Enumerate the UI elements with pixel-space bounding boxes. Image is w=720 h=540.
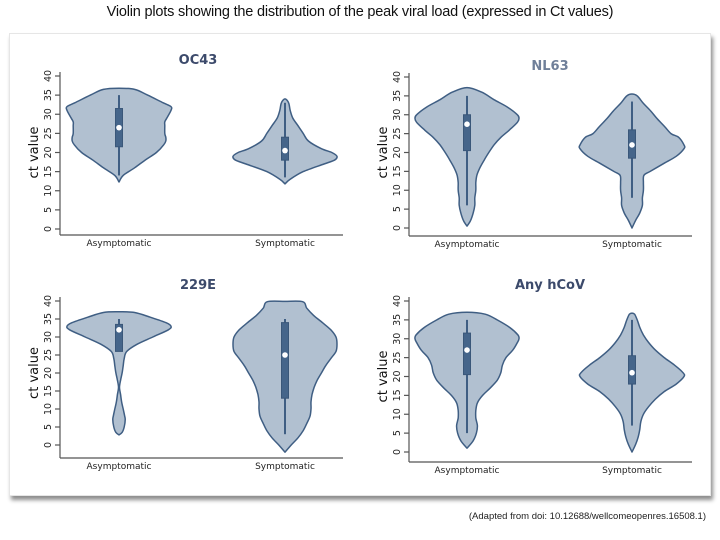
y-tick-label: 30 <box>392 333 403 345</box>
y-tick-label: 40 <box>43 295 54 307</box>
y-tick-label: 40 <box>392 295 403 307</box>
y-tick-label: 15 <box>392 165 403 177</box>
y-tick-label: 30 <box>43 108 54 120</box>
y-tick-label: 0 <box>43 442 54 448</box>
x-category-label: Symptomatic <box>602 466 662 476</box>
y-tick-label: 20 <box>392 146 403 158</box>
y-tick-label: 30 <box>43 331 54 343</box>
y-tick-label: 25 <box>392 352 403 364</box>
y-tick-label: 30 <box>392 109 403 121</box>
median-marker <box>464 347 470 353</box>
chart-panel-any-hcov: Any hCoV 0 5 10 15 20 25 30 35 40 ct value Asymptom… <box>376 278 692 476</box>
iqr-box <box>115 323 123 352</box>
median-marker <box>464 121 470 127</box>
x-category-label: Symptomatic <box>255 239 315 249</box>
y-tick-label: 40 <box>392 71 403 83</box>
y-tick-label: 0 <box>392 449 403 455</box>
median-marker <box>282 147 288 154</box>
y-tick-label: 35 <box>43 313 54 325</box>
y-tick-label: 5 <box>43 207 54 213</box>
citation: (Adapted from doi: 10.12688/wellcomeopen… <box>468 511 706 522</box>
iqr-box <box>281 322 289 399</box>
chart-title: OC43 <box>179 53 218 68</box>
median-marker <box>282 352 288 358</box>
y-tick-label: 5 <box>392 430 403 436</box>
y-tick-label: 10 <box>43 185 54 197</box>
y-tick-label: 35 <box>43 89 54 101</box>
x-category-label: Asymptomatic <box>87 239 152 249</box>
y-axis-label: ct value <box>27 347 42 399</box>
iqr-box <box>463 114 471 152</box>
median-marker <box>116 327 122 333</box>
y-tick-label: 20 <box>43 367 54 379</box>
y-tick-label: 25 <box>392 128 403 140</box>
page-title: Violin plots showing the distribution of… <box>106 4 614 20</box>
chart-title: 229E <box>180 278 216 293</box>
y-tick-label: 35 <box>392 90 403 102</box>
median-marker <box>629 369 635 376</box>
y-tick-label: 20 <box>392 370 403 382</box>
x-category-label: Symptomatic <box>602 240 662 250</box>
y-tick-label: 5 <box>43 424 54 430</box>
x-category-label: Asymptomatic <box>435 466 500 476</box>
iqr-box <box>628 355 636 385</box>
y-tick-label: 15 <box>43 385 54 397</box>
chart-title: Any hCoV <box>515 278 585 293</box>
y-tick-label: 15 <box>392 389 403 401</box>
y-tick-label: 25 <box>43 127 54 139</box>
y-tick-label: 25 <box>43 349 54 361</box>
chart-panel-229e: 229E 0 5 10 15 20 25 30 35 40 ct value Asymptomatic… <box>27 278 343 472</box>
y-tick-label: 40 <box>43 70 54 82</box>
y-tick-label: 5 <box>392 206 403 212</box>
x-category-label: Symptomatic <box>255 462 315 472</box>
chart-panel-oc43: OC43 0 5 10 15 20 25 30 35 40 ct value Asymptomatic… <box>27 53 343 249</box>
y-tick-label: 0 <box>43 226 54 232</box>
y-tick-label: 10 <box>392 408 403 420</box>
y-tick-label: 20 <box>43 146 54 158</box>
y-axis-label: ct value <box>27 127 42 179</box>
x-category-label: Asymptomatic <box>87 462 152 472</box>
y-tick-label: 35 <box>392 314 403 326</box>
violin-asymptomatic <box>66 311 172 436</box>
y-tick-label: 10 <box>392 184 403 196</box>
y-tick-label: 10 <box>43 403 54 415</box>
x-category-label: Asymptomatic <box>435 240 500 250</box>
chart-panel-nl63: NL63 0 5 10 15 20 25 30 35 40 ct value Asymptomatic… <box>376 59 692 250</box>
y-axis-label: ct value <box>376 351 391 403</box>
y-tick-label: 0 <box>392 225 403 231</box>
median-marker <box>629 142 635 148</box>
y-axis-label: ct value <box>376 127 391 179</box>
median-marker <box>116 124 122 131</box>
chart-title: NL63 <box>531 59 568 74</box>
iqr-box <box>463 332 471 376</box>
y-tick-label: 15 <box>43 166 54 178</box>
